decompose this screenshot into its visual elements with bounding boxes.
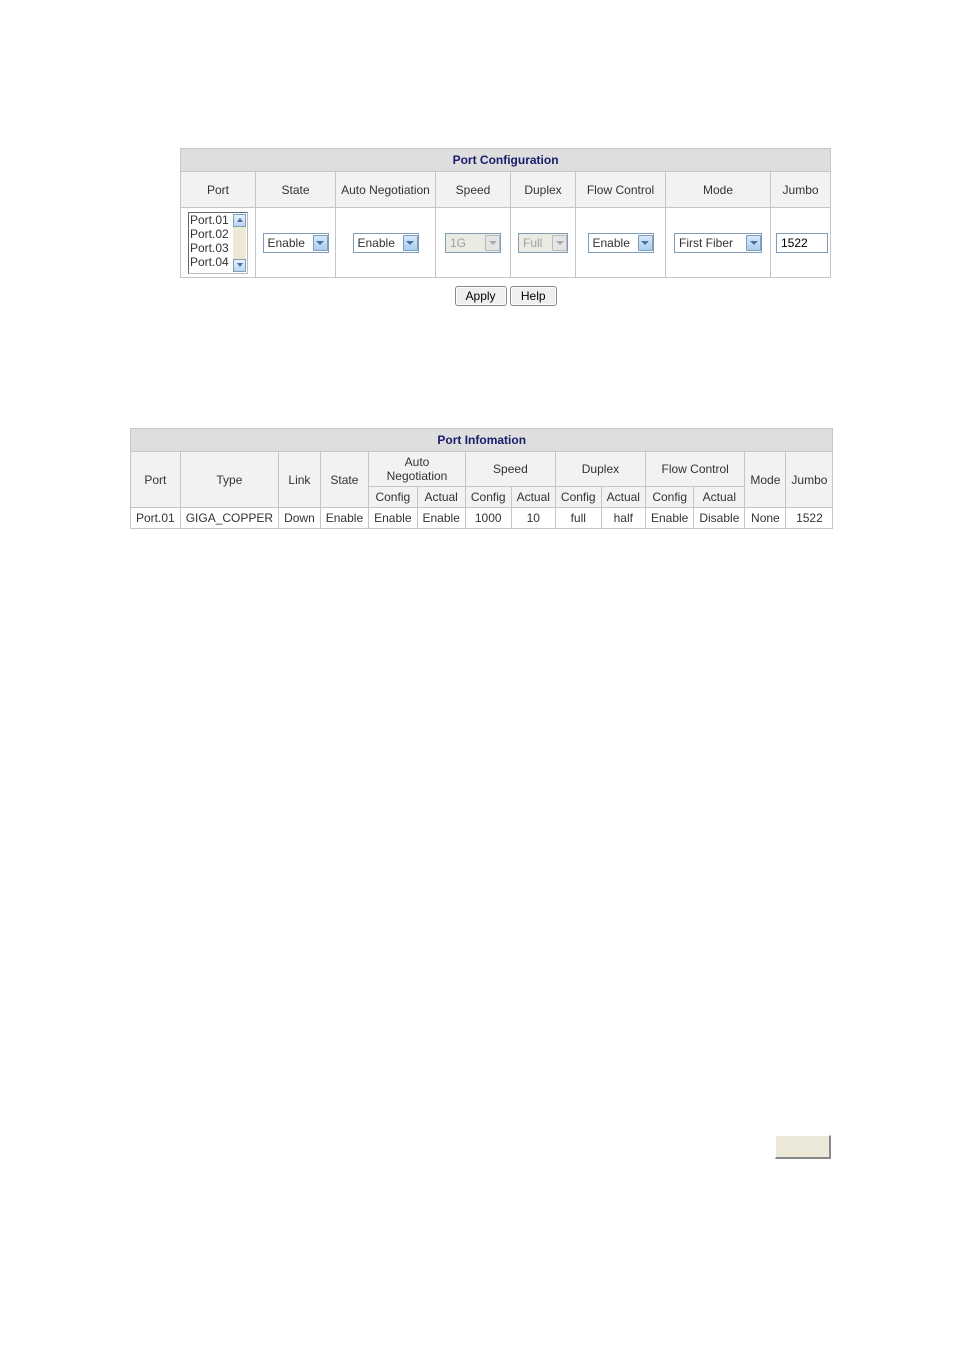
jumbo-input[interactable] (776, 233, 828, 253)
cell-port: Port.01 (131, 508, 181, 529)
cell-an-act: Enable (417, 508, 465, 529)
hdr-port: Port (181, 172, 256, 208)
mode-value: First Fiber (679, 236, 733, 250)
state-select[interactable]: Enable (263, 233, 329, 253)
sh-an-act: Actual (417, 487, 465, 508)
port-list-scrollbar[interactable] (233, 214, 246, 272)
port-option[interactable]: Port.04 (190, 255, 233, 269)
cell-sp-act: 10 (511, 508, 555, 529)
hdr-speed: Speed (436, 172, 511, 208)
cell-link: Down (279, 508, 321, 529)
table-row: Port.01 GIGA_COPPER Down Enable Enable E… (131, 508, 833, 529)
ih-duplex: Duplex (555, 452, 645, 487)
ih-jumbo: Jumbo (786, 452, 833, 508)
config-title: Port Configuration (181, 149, 831, 172)
flowctl-value: Enable (593, 236, 630, 250)
speed-value: 1G (450, 236, 466, 250)
sh-dx-cfg: Config (555, 487, 601, 508)
help-button[interactable]: Help (510, 286, 557, 306)
port-option[interactable]: Port.03 (190, 241, 233, 255)
ih-mode: Mode (745, 452, 786, 508)
autoneg-value: Enable (358, 236, 395, 250)
sh-dx-act: Actual (601, 487, 645, 508)
port-option[interactable]: Port.01 (190, 213, 233, 227)
port-config-table: Port Configuration Port State Auto Negot… (180, 148, 831, 278)
hdr-autoneg: Auto Negotiation (336, 172, 436, 208)
apply-button[interactable] (775, 1135, 831, 1159)
autoneg-select[interactable]: Enable (353, 233, 419, 253)
ih-speed: Speed (465, 452, 555, 487)
ih-type: Type (180, 452, 278, 508)
cell-an-cfg: Enable (369, 508, 417, 529)
scroll-down-icon[interactable] (233, 259, 246, 272)
hdr-flowctl: Flow Control (576, 172, 666, 208)
dropdown-icon (403, 235, 418, 251)
cell-sp-cfg: 1000 (465, 508, 511, 529)
cell-fc-act: Disable (694, 508, 745, 529)
dropdown-icon (552, 235, 567, 251)
cell-mode: None (745, 508, 786, 529)
port-info-table: Port Infomation Port Type Link State Aut… (130, 428, 833, 529)
hdr-mode: Mode (666, 172, 771, 208)
mode-select[interactable]: First Fiber (674, 233, 762, 253)
flowctl-select[interactable]: Enable (588, 233, 654, 253)
cell-dx-act: half (601, 508, 645, 529)
cell-type: GIGA_COPPER (180, 508, 278, 529)
sh-an-cfg: Config (369, 487, 417, 508)
speed-select: 1G (445, 233, 501, 253)
scroll-up-icon[interactable] (233, 214, 246, 227)
sh-fc-cfg: Config (645, 487, 693, 508)
hdr-jumbo: Jumbo (771, 172, 831, 208)
sh-sp-cfg: Config (465, 487, 511, 508)
dropdown-icon (313, 235, 328, 251)
state-value: Enable (268, 236, 305, 250)
port-option[interactable]: Port.02 (190, 227, 233, 241)
cell-jumbo: 1522 (786, 508, 833, 529)
sh-fc-act: Actual (694, 487, 745, 508)
ih-port: Port (131, 452, 181, 508)
duplex-select: Full (518, 233, 568, 253)
ih-flowctl: Flow Control (645, 452, 744, 487)
ih-state: State (320, 452, 368, 508)
sh-sp-act: Actual (511, 487, 555, 508)
cell-fc-cfg: Enable (645, 508, 693, 529)
hdr-state: State (256, 172, 336, 208)
dropdown-icon (485, 235, 500, 251)
info-title: Port Infomation (131, 429, 833, 452)
hdr-duplex: Duplex (511, 172, 576, 208)
cell-dx-cfg: full (555, 508, 601, 529)
cell-state: Enable (320, 508, 368, 529)
duplex-value: Full (523, 236, 542, 250)
dropdown-icon (638, 235, 653, 251)
dropdown-icon (746, 235, 761, 251)
ih-link: Link (279, 452, 321, 508)
port-listbox[interactable]: Port.01 Port.02 Port.03 Port.04 (188, 212, 248, 274)
apply-button[interactable]: Apply (455, 286, 507, 306)
ih-autoneg: Auto Negotiation (369, 452, 466, 487)
